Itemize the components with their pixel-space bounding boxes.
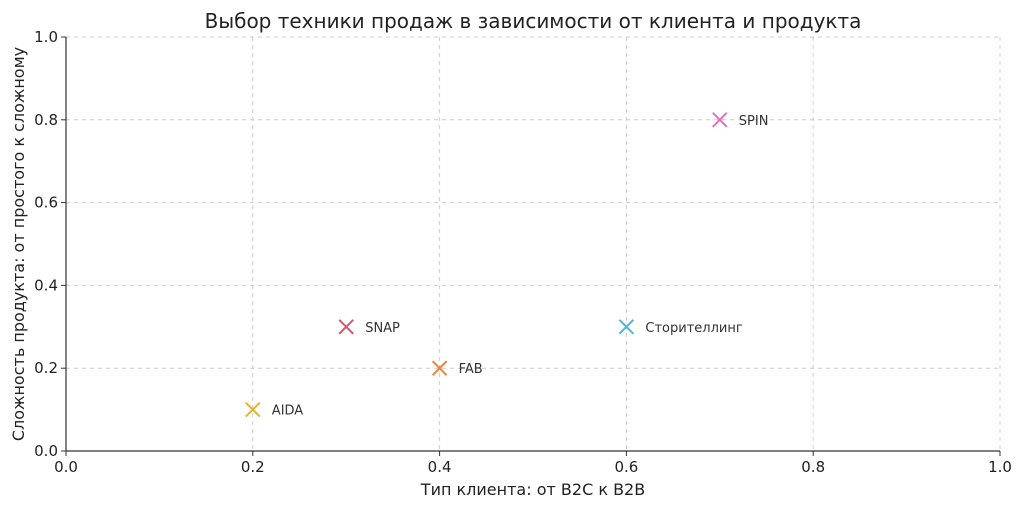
chart-title: Выбор техники продаж в зависимости от кл…: [205, 9, 862, 33]
grid: [66, 36, 1001, 451]
data-point: SPIN: [712, 112, 769, 129]
point-label: FAB: [459, 362, 483, 377]
y-tick-label: 1.0: [34, 28, 58, 46]
y-axis-label: Сложность продукта: от простого к сложно…: [9, 47, 28, 441]
x-tick-labels: 0.0 0.2 0.4 0.6 0.8 1.0: [54, 451, 1012, 476]
data-points: AIDA SNAP FAB Сторителлинг SPIN: [245, 112, 769, 419]
data-point: Сторителлинг: [618, 319, 743, 336]
x-tick-label: 0.6: [614, 458, 638, 476]
y-tick-label: 0.6: [34, 194, 58, 212]
y-tick-label: 0.2: [34, 359, 58, 377]
x-marker: [712, 112, 728, 128]
x-tick-label: 0.4: [428, 458, 452, 476]
x-tick-label: 0.8: [801, 458, 825, 476]
y-tick-label: 0.0: [34, 442, 58, 460]
x-axis-label: Тип клиента: от B2C к B2B: [420, 480, 645, 499]
axes: [65, 37, 1000, 452]
x-tick-label: 0.0: [54, 458, 78, 476]
data-point: FAB: [431, 360, 483, 377]
data-point: SNAP: [338, 319, 400, 336]
x-marker: [338, 319, 354, 335]
y-tick-label: 0.4: [34, 276, 58, 294]
y-tick-label: 0.8: [34, 111, 58, 129]
point-label: SNAP: [365, 321, 400, 336]
x-tick-label: 0.2: [241, 458, 265, 476]
point-label: Сторителлинг: [645, 321, 742, 336]
x-marker: [431, 360, 448, 376]
x-tick-label: 1.0: [988, 458, 1012, 476]
point-label: AIDA: [272, 404, 304, 419]
point-label: SPIN: [739, 114, 769, 129]
y-tick-labels: 0.0 0.2 0.4 0.6 0.8 1.0: [34, 28, 66, 460]
x-marker: [245, 401, 261, 418]
data-point: AIDA: [245, 401, 304, 419]
x-marker: [618, 319, 635, 335]
